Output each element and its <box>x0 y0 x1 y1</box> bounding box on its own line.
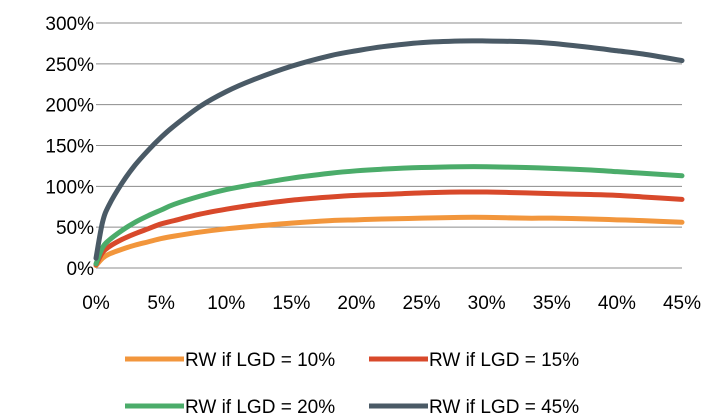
series-line-1 <box>93 214 685 269</box>
y-tick-label: 200% <box>45 96 94 117</box>
x-tick-label: 30% <box>468 293 506 314</box>
series-line-4 <box>93 38 685 261</box>
y-tick-label: 50% <box>56 218 94 239</box>
y-tick-label: 0% <box>67 259 95 280</box>
legend: RW if LGD = 10% RW if LGD = 15% RW if LGD … <box>125 350 579 418</box>
x-tick-label: 25% <box>403 293 441 314</box>
x-tick-label: 40% <box>598 293 636 314</box>
x-tick-label: 10% <box>207 293 245 314</box>
y-tick-label: 150% <box>45 137 94 158</box>
legend-label: RW if LGD = 20% <box>185 397 335 418</box>
x-tick-label: 35% <box>533 293 571 314</box>
x-tick-label: 5% <box>147 293 175 314</box>
y-tick-label: 250% <box>45 55 94 76</box>
grid-lines <box>96 22 682 269</box>
series-line-3 <box>93 164 685 267</box>
legend-label: RW if LGD = 45% <box>429 397 579 418</box>
x-tick-label: 45% <box>663 293 701 314</box>
x-tick-label: 20% <box>337 293 375 314</box>
x-tick-label: 15% <box>272 293 310 314</box>
y-axis: 0% 50% 100% 150% 200% 250% 300% <box>45 14 94 280</box>
x-tick-label: 0% <box>82 293 110 314</box>
series-line-2 <box>93 189 685 268</box>
y-tick-label: 300% <box>45 14 94 35</box>
legend-label: RW if LGD = 15% <box>429 350 579 371</box>
legend-label: RW if LGD = 10% <box>185 350 335 371</box>
y-tick-label: 100% <box>45 177 94 198</box>
x-axis: 0% 5% 10% 15% 20% 25% 30% 35% 40% 45% <box>82 293 701 314</box>
series-lines <box>93 38 685 269</box>
